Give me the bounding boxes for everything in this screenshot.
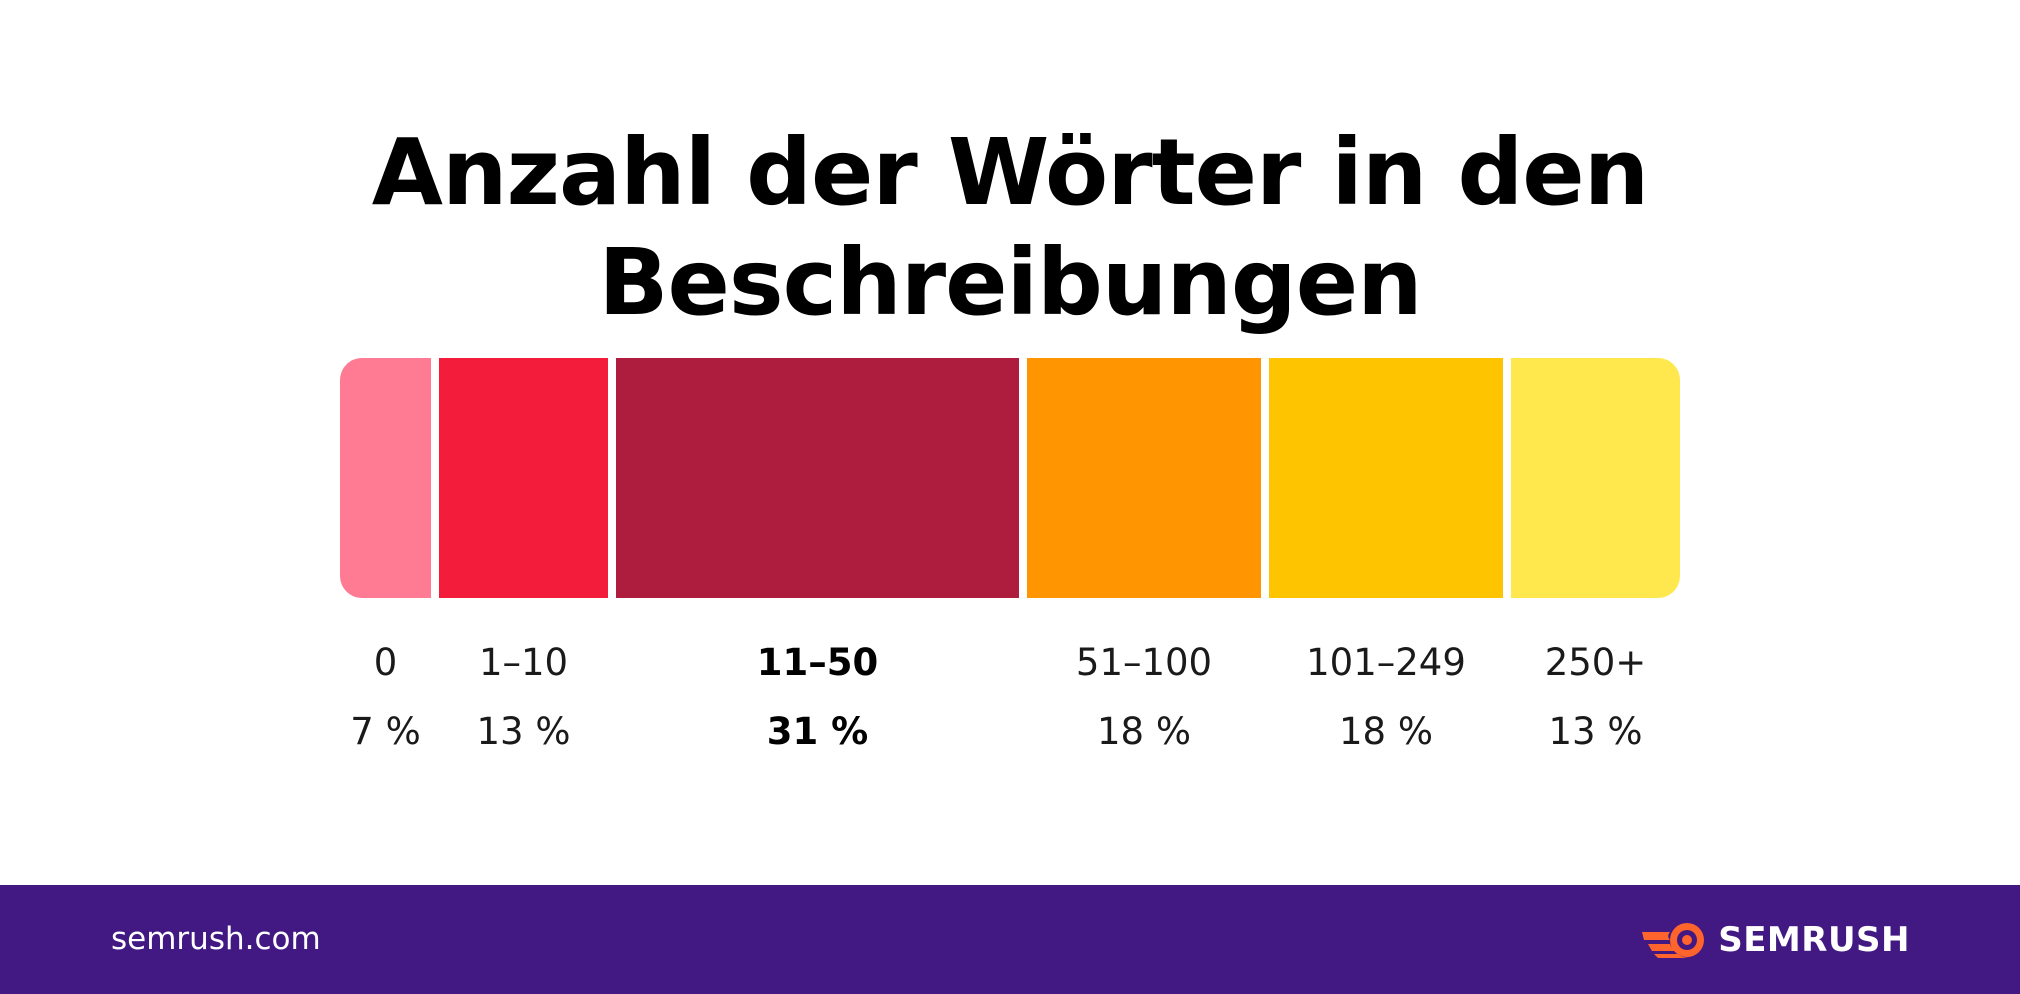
semrush-fireball-icon <box>1642 922 1705 958</box>
percentage-label-2: 31 % <box>766 710 869 753</box>
stacked-bar <box>340 358 1680 598</box>
footer-bar: semrush.com SEMRUSH <box>0 885 2020 994</box>
percentage-label-5: 13 % <box>1548 710 1643 753</box>
bar-segment-1 <box>439 358 608 598</box>
category-label-4: 101–249 <box>1306 641 1466 684</box>
bar-segment-3 <box>1027 358 1261 598</box>
category-label-1: 1–10 <box>478 641 569 684</box>
percentage-labels: 7 % 13 % 31 % 18 % 18 % 13 % <box>340 702 1680 762</box>
brand-name: SEMRUSH <box>1718 919 1910 960</box>
category-label-0: 0 <box>373 641 398 684</box>
bar-segment-5 <box>1511 358 1680 598</box>
brand-logo[interactable]: SEMRUSH <box>1640 885 1910 994</box>
category-label-3: 51–100 <box>1075 641 1213 684</box>
bar-segment-2 <box>616 358 1019 598</box>
percentage-label-4: 18 % <box>1339 710 1433 753</box>
category-label-2: 11–50 <box>756 641 879 684</box>
chart-title: Anzahl der Wörter in den Beschreibungen <box>371 119 1649 336</box>
percentage-label-3: 18 % <box>1097 710 1191 753</box>
bar-segment-0 <box>340 358 431 598</box>
category-label-5: 250+ <box>1544 641 1647 684</box>
percentage-label-1: 13 % <box>476 710 571 753</box>
bar-segment-4 <box>1269 358 1503 598</box>
footer-url[interactable]: semrush.com <box>111 921 321 957</box>
category-labels: 0 1–10 11–50 51–100 101–249 250+ <box>340 633 1680 693</box>
percentage-label-0: 7 % <box>350 710 421 753</box>
